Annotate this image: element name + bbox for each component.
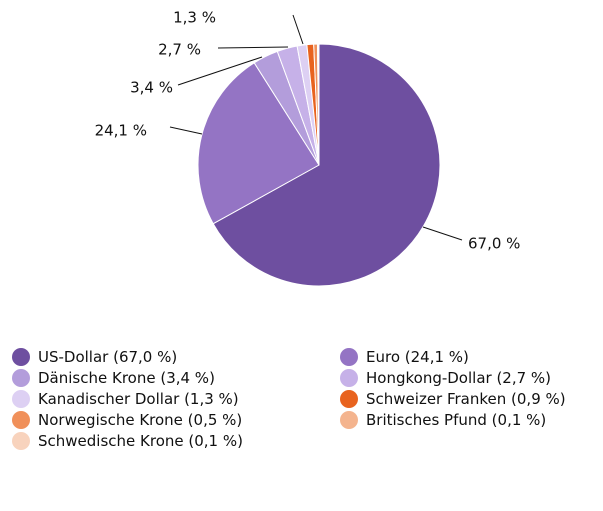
- leader-line: [422, 226, 463, 241]
- legend-label: Schweizer Franken (0,9 %): [366, 390, 566, 408]
- legend-item: Kanadischer Dollar (1,3 %): [12, 390, 340, 408]
- legend-item: Euro (24,1 %): [340, 348, 600, 366]
- legend-label: Britisches Pfund (0,1 %): [366, 411, 547, 429]
- legend-swatch: [12, 348, 30, 366]
- legend-label: Schwedische Krone (0,1 %): [38, 432, 243, 450]
- legend-item: Schweizer Franken (0,9 %): [340, 390, 600, 408]
- legend-item: Dänische Krone (3,4 %): [12, 369, 340, 387]
- legend-swatch: [12, 369, 30, 387]
- legend-item: US-Dollar (67,0 %): [12, 348, 340, 366]
- pie-slice: [317, 43, 320, 166]
- chart: 67,0 % 24,1 % 3,4 % 2,7 % 1,3 %: [95, 9, 520, 287]
- data-label: 2,7 %: [158, 41, 201, 59]
- leader-line: [169, 126, 203, 135]
- legend-item: Norwegische Krone (0,5 %): [12, 411, 340, 429]
- pie-slice: [212, 43, 441, 287]
- legend-item: Hongkong-Dollar (2,7 %): [340, 369, 600, 387]
- legend-swatch: [12, 411, 30, 429]
- legend-swatch: [340, 390, 358, 408]
- legend-swatch: [340, 348, 358, 366]
- legend-item: Schwedische Krone (0,1 %): [12, 432, 340, 450]
- leader-line: [177, 56, 263, 86]
- legend: US-Dollar (67,0 %) Euro (24,1 %) Dänische …: [12, 348, 600, 450]
- data-label: 67,0 %: [468, 235, 520, 253]
- leader-line: [292, 14, 304, 45]
- data-label: 3,4 %: [130, 79, 173, 97]
- legend-item: Britisches Pfund (0,1 %): [340, 411, 600, 429]
- legend-swatch: [340, 369, 358, 387]
- pie-slice: [197, 62, 320, 225]
- legend-swatch: [12, 432, 30, 450]
- legend-label: Dänische Krone (3,4 %): [38, 369, 215, 387]
- leader-line: [217, 46, 289, 49]
- legend-label: Norwegische Krone (0,5 %): [38, 411, 243, 429]
- legend-label: Kanadischer Dollar (1,3 %): [38, 390, 239, 408]
- legend-swatch: [12, 390, 30, 408]
- legend-label: Hongkong-Dollar (2,7 %): [366, 369, 552, 387]
- data-label: 24,1 %: [95, 122, 147, 140]
- legend-swatch: [340, 411, 358, 429]
- legend-label: US-Dollar (67,0 %): [38, 348, 178, 366]
- legend-label: Euro (24,1 %): [366, 348, 469, 366]
- data-label: 1,3 %: [173, 9, 216, 27]
